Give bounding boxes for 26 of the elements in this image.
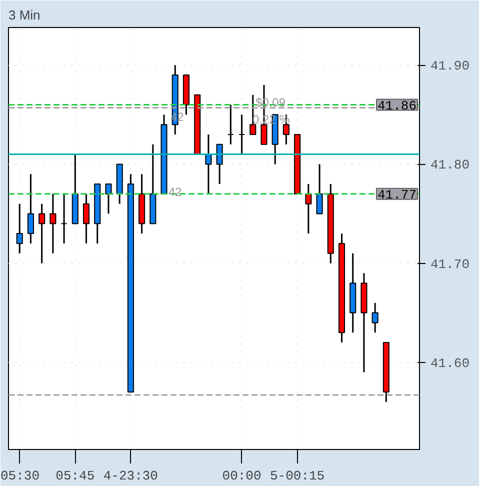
candlestick [82,193,90,244]
candlestick [27,173,34,244]
candlestick [316,163,323,214]
candlestick [50,193,56,254]
candlestick [60,193,68,244]
candlestick [16,203,23,254]
annotation: 42 [170,110,184,124]
candlestick [227,104,234,146]
x-tick-label: 5-00:15 [270,468,325,484]
y-tick-label: 41.90 [430,58,470,74]
x-tick-label: 05:30 [0,468,40,484]
x-tick-label: 4-23:30 [103,468,158,484]
candlestick [38,203,46,264]
candlestick [305,183,312,234]
y-tick-label: 41.60 [430,356,470,371]
x-tick-label: 05:45 [56,468,95,484]
y-tick-label: 41.80 [430,158,470,173]
chart-title: 3 Min [8,8,40,22]
candlestick [238,114,246,156]
ref-line-label: 41.86 [377,98,417,114]
y-tick-label: 41.70 [430,256,470,272]
candlestick [372,302,378,334]
ref-line-label: 41.77 [377,187,417,202]
x-tick-label: 00:00 [222,468,262,484]
candlestick [216,144,223,185]
candlestick [105,183,112,214]
